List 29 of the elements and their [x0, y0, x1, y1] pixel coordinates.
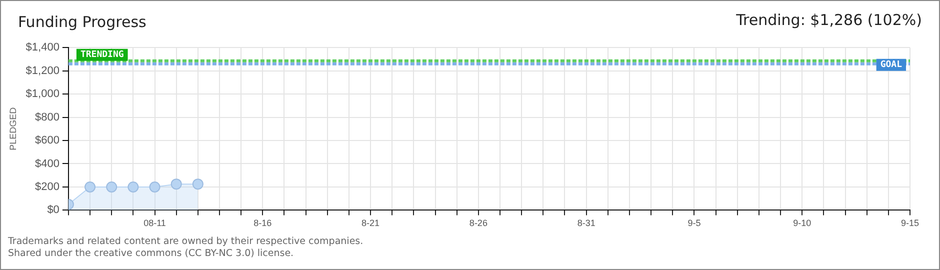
x-tick-label: 8-31 — [577, 218, 596, 228]
y-tick-label: $600 — [34, 134, 60, 147]
y-tick-label: $0 — [47, 204, 60, 216]
ref-line-label: GOAL — [880, 60, 903, 70]
x-tick-label: 08-11 — [144, 218, 166, 228]
chart-title: Funding Progress — [18, 13, 146, 31]
y-tick-label: $1,200 — [26, 64, 60, 77]
point — [128, 181, 139, 192]
point — [170, 178, 182, 190]
text: Trademarks and related content are owned by their respective companies. — [8, 236, 364, 248]
y-tick-label: $800 — [34, 111, 60, 124]
x-tick-label: 8-16 — [254, 218, 272, 228]
x-tick-label: 9-5 — [688, 218, 701, 228]
y-axis-title: PLEDGED — [8, 106, 18, 150]
y-tick-label: $1,000 — [26, 88, 60, 100]
y-tick-label: $1,400 — [26, 42, 60, 54]
y-tick-label: $400 — [34, 158, 60, 170]
point — [149, 181, 160, 192]
x-tick-label: 9-10 — [793, 218, 812, 228]
point — [106, 181, 118, 192]
point — [84, 181, 96, 192]
x-tick-label: 8-21 — [362, 218, 380, 228]
text: Shared under the creative commons (CC BY-NC 3.0) license. — [8, 248, 295, 260]
point — [192, 178, 204, 190]
ref-line-label: TRENDING — [80, 50, 124, 60]
x-tick-label: 8-26 — [469, 218, 488, 228]
chart-subtitle: Trending: $1,286 (102%) — [736, 11, 922, 29]
y-tick-label: $200 — [34, 181, 60, 194]
x-tick-label: 9-15 — [900, 218, 920, 228]
